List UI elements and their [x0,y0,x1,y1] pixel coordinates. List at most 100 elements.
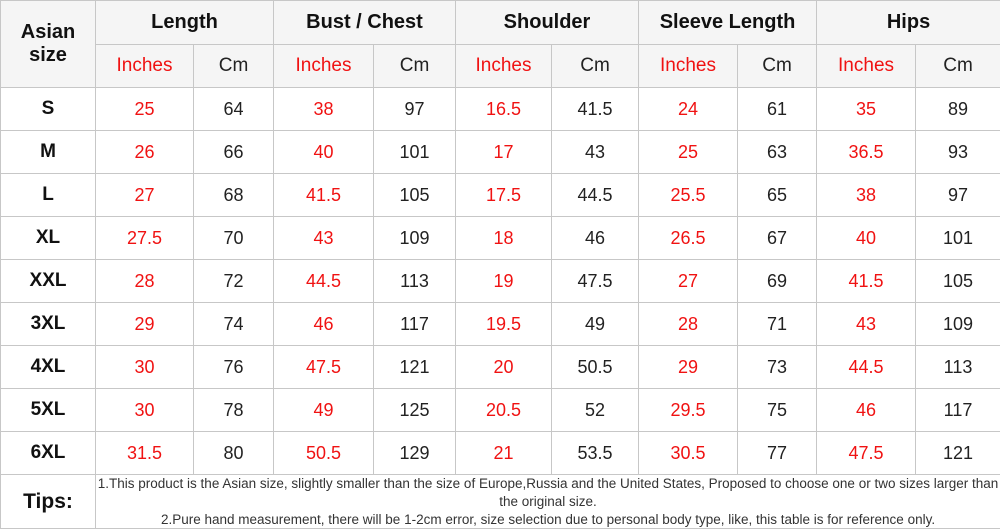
measurement-cell: 97 [916,174,1000,217]
tips-label: Tips: [1,475,96,529]
measurement-cell: 41.5 [817,260,916,303]
size-label: L [1,174,96,217]
size-label: 5XL [1,389,96,432]
header-unit-row: Inches Cm Inches Cm Inches Cm Inches Cm … [1,45,1000,88]
measurement-cell: 44.5 [552,174,639,217]
measurement-cell: 97 [374,88,456,131]
measurement-cell: 109 [374,217,456,260]
measurement-cell: 44.5 [274,260,374,303]
measurement-cell: 25 [639,131,738,174]
measurement-cell: 52 [552,389,639,432]
measurement-cell: 65 [738,174,817,217]
measurement-cell: 38 [274,88,374,131]
measurement-cell: 36.5 [817,131,916,174]
size-label: S [1,88,96,131]
column-group-length: Length [96,1,274,45]
size-label: XL [1,217,96,260]
measurement-cell: 29 [639,346,738,389]
measurement-cell: 21 [456,432,552,475]
measurement-cell: 113 [916,346,1000,389]
measurement-cell: 129 [374,432,456,475]
measurement-cell: 27 [639,260,738,303]
measurement-cell: 121 [916,432,1000,475]
measurement-cell: 19 [456,260,552,303]
measurement-cell: 26.5 [639,217,738,260]
measurement-cell: 49 [552,303,639,346]
measurement-cell: 67 [738,217,817,260]
measurement-cell: 30 [96,346,194,389]
measurement-cell: 24 [639,88,738,131]
measurement-cell: 17.5 [456,174,552,217]
measurement-cell: 68 [194,174,274,217]
measurement-cell: 66 [194,131,274,174]
measurement-cell: 117 [916,389,1000,432]
measurement-cell: 61 [738,88,817,131]
measurement-cell: 41.5 [552,88,639,131]
measurement-cell: 38 [817,174,916,217]
measurement-cell: 117 [374,303,456,346]
measurement-cell: 74 [194,303,274,346]
measurement-cell: 30.5 [639,432,738,475]
measurement-cell: 49 [274,389,374,432]
measurement-cell: 71 [738,303,817,346]
measurement-cell: 46 [817,389,916,432]
measurement-cell: 35 [817,88,916,131]
measurement-cell: 101 [374,131,456,174]
measurement-cell: 20 [456,346,552,389]
measurement-cell: 72 [194,260,274,303]
measurement-cell: 40 [817,217,916,260]
size-label: M [1,131,96,174]
column-group-bust-chest: Bust / Chest [274,1,456,45]
measurement-cell: 50.5 [274,432,374,475]
subheader-inches-bust: Inches [274,45,374,88]
measurement-cell: 30 [96,389,194,432]
measurement-cell: 78 [194,389,274,432]
measurement-cell: 43 [817,303,916,346]
measurement-cell: 18 [456,217,552,260]
measurement-cell: 53.5 [552,432,639,475]
subheader-cm-length: Cm [194,45,274,88]
size-label: 3XL [1,303,96,346]
measurement-cell: 50.5 [552,346,639,389]
measurement-cell: 101 [916,217,1000,260]
measurement-cell: 46 [552,217,639,260]
measurement-cell: 16.5 [456,88,552,131]
measurement-cell: 93 [916,131,1000,174]
measurement-cell: 17 [456,131,552,174]
tips-text-cell: 1.This product is the Asian size, slight… [96,475,1000,529]
measurement-cell: 70 [194,217,274,260]
column-group-shoulder: Shoulder [456,1,639,45]
measurement-cell: 73 [738,346,817,389]
subheader-inches-shoulder: Inches [456,45,552,88]
measurement-cell: 43 [274,217,374,260]
measurement-cell: 125 [374,389,456,432]
measurement-cell: 46 [274,303,374,346]
header-group-row: Asian size Length Bust / Chest Shoulder … [1,1,1000,45]
measurement-cell: 63 [738,131,817,174]
measurement-cell: 47.5 [274,346,374,389]
measurement-cell: 20.5 [456,389,552,432]
measurement-cell: 77 [738,432,817,475]
measurement-cell: 44.5 [817,346,916,389]
measurement-cell: 27 [96,174,194,217]
measurement-cell: 75 [738,389,817,432]
measurement-cell: 113 [374,260,456,303]
measurement-cell: 27.5 [96,217,194,260]
measurement-cell: 28 [639,303,738,346]
measurement-cell: 41.5 [274,174,374,217]
measurement-cell: 47.5 [817,432,916,475]
column-group-sleeve-length: Sleeve Length [639,1,817,45]
subheader-inches-sleeve: Inches [639,45,738,88]
measurement-cell: 43 [552,131,639,174]
measurement-cell: 29 [96,303,194,346]
subheader-cm-hips: Cm [916,45,1000,88]
measurement-cell: 31.5 [96,432,194,475]
measurement-cell: 89 [916,88,1000,131]
measurement-cell: 26 [96,131,194,174]
